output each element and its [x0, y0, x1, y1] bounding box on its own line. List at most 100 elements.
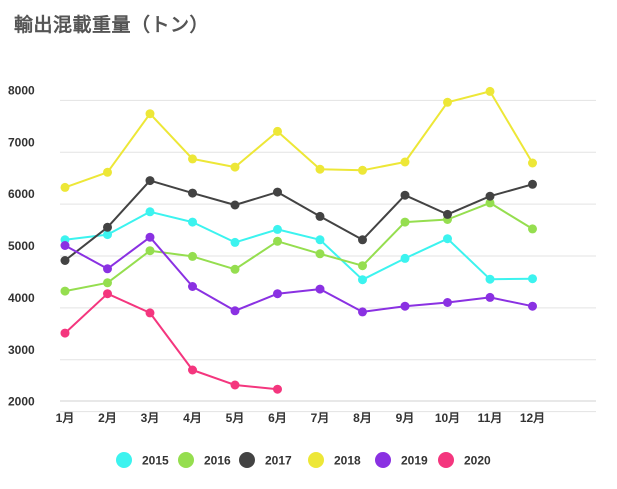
- data-point-2020-4月[interactable]: [188, 365, 197, 375]
- data-point-2019-9月[interactable]: [400, 301, 410, 311]
- series-2016: [60, 198, 537, 296]
- x-tick-label: 7月: [311, 411, 330, 425]
- legend-item-2015[interactable]: 2015: [116, 452, 169, 468]
- y-tick-label: 3000: [8, 343, 35, 357]
- data-point-2020-6月[interactable]: [273, 384, 282, 394]
- y-tick-label: 5000: [8, 239, 35, 253]
- data-point-2015-8月[interactable]: [358, 275, 367, 285]
- data-point-2018-2月[interactable]: [103, 167, 112, 177]
- data-point-2018-5月[interactable]: [230, 162, 240, 172]
- legend-item-2018[interactable]: 2018: [308, 452, 361, 468]
- data-point-2016-8月[interactable]: [358, 261, 367, 271]
- x-tick-label: 5月: [226, 411, 245, 425]
- legend[interactable]: 2015 2016 2017 2018 2019 2020: [116, 452, 491, 468]
- data-point-2017-6月[interactable]: [273, 187, 282, 197]
- data-point-2017-1月[interactable]: [60, 256, 70, 265]
- legend-marker: [116, 452, 132, 468]
- series-line-2020: [64, 292, 279, 391]
- data-point-2015-11月[interactable]: [485, 274, 495, 284]
- series-2020: [60, 289, 282, 394]
- series-line-2019: [64, 236, 534, 313]
- data-point-2018-7月[interactable]: [315, 164, 325, 174]
- y-tick-label: 8000: [8, 83, 35, 97]
- series-line-2017: [64, 179, 534, 262]
- data-point-2018-1月[interactable]: [60, 182, 70, 192]
- data-point-2018-3月[interactable]: [145, 109, 155, 119]
- legend-label: 2019: [401, 454, 428, 468]
- data-point-2017-3月[interactable]: [145, 176, 155, 186]
- data-point-2018-8月[interactable]: [358, 165, 367, 175]
- data-point-2017-11月[interactable]: [485, 191, 495, 201]
- data-point-2016-5月[interactable]: [230, 264, 240, 274]
- data-point-2015-5月[interactable]: [230, 237, 240, 247]
- y-tick-label: 7000: [8, 135, 35, 149]
- data-point-2017-9月[interactable]: [400, 190, 410, 200]
- series-line-2016: [64, 201, 534, 293]
- data-point-2015-9月[interactable]: [400, 253, 410, 263]
- data-point-2016-3月[interactable]: [145, 246, 155, 256]
- data-point-2020-5月[interactable]: [230, 380, 240, 390]
- data-point-2020-3月[interactable]: [145, 308, 155, 318]
- legend-label: 2017: [265, 454, 292, 468]
- x-tick-label: 6月: [268, 411, 287, 425]
- series-2017: [60, 176, 537, 265]
- data-point-2019-2月[interactable]: [103, 264, 112, 274]
- data-point-2018-4月[interactable]: [188, 154, 197, 164]
- data-point-2017-4月[interactable]: [188, 188, 197, 198]
- data-point-2020-1月[interactable]: [60, 328, 70, 338]
- data-point-2019-8月[interactable]: [358, 307, 367, 317]
- legend-marker: [178, 452, 194, 468]
- data-point-2020-2月[interactable]: [103, 289, 112, 299]
- data-point-2017-12月[interactable]: [528, 179, 537, 189]
- data-point-2018-10月[interactable]: [443, 97, 452, 107]
- data-point-2017-2月[interactable]: [103, 222, 112, 232]
- series-line-2015: [64, 210, 534, 281]
- data-point-2017-5月[interactable]: [230, 200, 240, 210]
- data-point-2017-10月[interactable]: [443, 209, 452, 219]
- data-point-2016-12月[interactable]: [528, 224, 537, 234]
- data-point-2015-3月[interactable]: [145, 207, 155, 217]
- data-point-2019-4月[interactable]: [188, 282, 197, 291]
- chart-title: 輸出混載重量（トン）: [14, 14, 210, 36]
- legend-item-2016[interactable]: 2016: [178, 452, 231, 468]
- data-point-2017-8月[interactable]: [358, 235, 367, 245]
- data-point-2019-7月[interactable]: [315, 284, 325, 294]
- data-point-2016-2月[interactable]: [103, 278, 112, 288]
- data-point-2018-9月[interactable]: [400, 157, 410, 167]
- data-point-2016-7月[interactable]: [315, 249, 325, 259]
- data-point-2015-12月[interactable]: [528, 274, 537, 284]
- x-tick-label: 9月: [396, 411, 415, 425]
- data-point-2019-6月[interactable]: [273, 289, 282, 299]
- data-point-2018-6月[interactable]: [273, 126, 282, 136]
- series-2018: [60, 86, 537, 192]
- data-point-2019-10月[interactable]: [443, 298, 452, 307]
- data-point-2016-4月[interactable]: [188, 251, 197, 261]
- legend-item-2017[interactable]: 2017: [239, 452, 292, 468]
- data-point-2015-4月[interactable]: [188, 217, 197, 227]
- x-tick-label: 1月: [56, 411, 75, 425]
- y-tick-label: 4000: [8, 291, 35, 305]
- legend-item-2020[interactable]: 2020: [438, 452, 491, 468]
- y-tick-label: 6000: [8, 187, 35, 201]
- data-point-2015-7月[interactable]: [315, 235, 325, 245]
- data-point-2015-2月[interactable]: [103, 230, 112, 240]
- x-tick-label: 2月: [98, 411, 117, 425]
- data-point-2016-1月[interactable]: [60, 286, 70, 296]
- data-point-2015-6月[interactable]: [273, 224, 282, 234]
- legend-item-2019[interactable]: 2019: [375, 452, 428, 468]
- data-point-2017-7月[interactable]: [315, 211, 325, 221]
- legend-label: 2016: [204, 454, 231, 468]
- data-point-2015-10月[interactable]: [443, 234, 452, 244]
- data-point-2019-3月[interactable]: [145, 232, 155, 242]
- data-point-2019-1月[interactable]: [60, 241, 70, 250]
- data-point-2019-11月[interactable]: [485, 292, 495, 302]
- data-point-2016-11月[interactable]: [485, 198, 495, 208]
- data-point-2019-12月[interactable]: [528, 301, 537, 311]
- data-point-2019-5月[interactable]: [230, 306, 240, 316]
- data-point-2016-6月[interactable]: [273, 236, 282, 246]
- legend-label: 2020: [464, 454, 491, 468]
- data-point-2018-11月[interactable]: [485, 86, 495, 96]
- data-point-2018-12月[interactable]: [528, 158, 537, 168]
- legend-label: 2018: [334, 454, 361, 468]
- data-point-2016-9月[interactable]: [400, 217, 410, 227]
